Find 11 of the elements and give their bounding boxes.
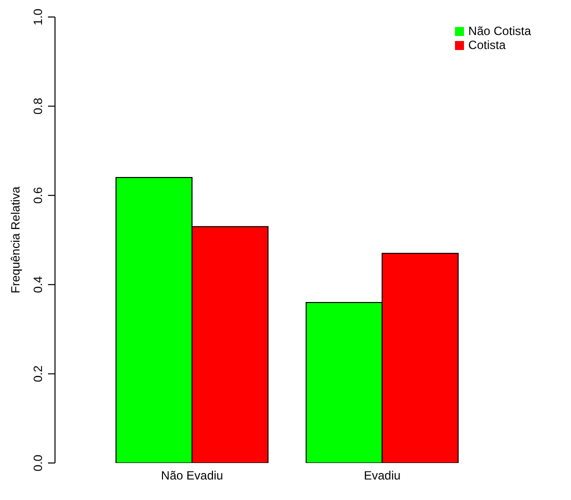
y-tick-label: 0.0 (31, 454, 45, 472)
y-tick-label: 1.0 (31, 8, 45, 26)
y-tick-label: 0.2 (31, 365, 45, 382)
y-axis-title: Frequência Relativa (8, 186, 22, 294)
legend-label: Cotista (468, 38, 506, 52)
y-tick-label: 0.8 (31, 98, 45, 115)
x-tick-label: Não Evadiu (161, 468, 224, 483)
y-tick-label: 0.4 (31, 276, 45, 293)
legend-label: Não Cotista (468, 24, 531, 38)
y-tick-label: 0.6 (31, 186, 45, 204)
x-tick-label: Evadiu (364, 468, 401, 483)
